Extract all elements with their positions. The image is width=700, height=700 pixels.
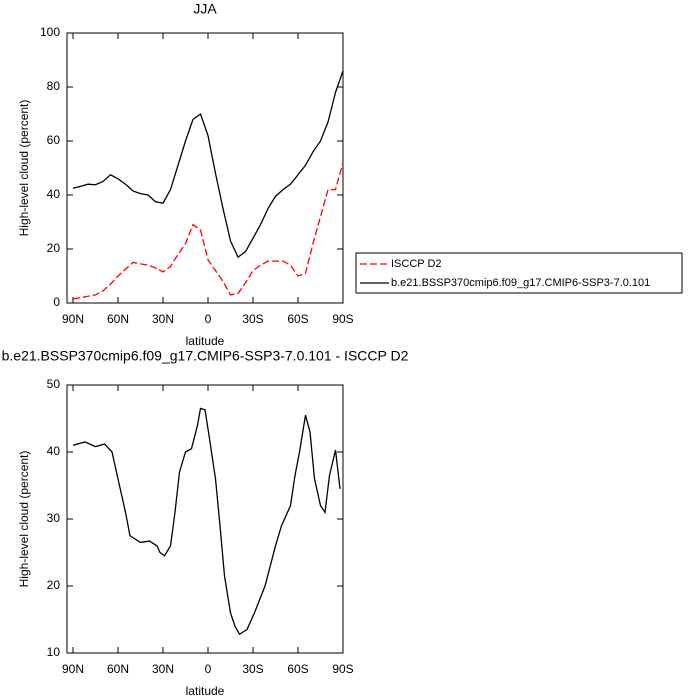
chart-title: JJA bbox=[193, 1, 217, 17]
x-tick-label: 0 bbox=[205, 312, 212, 326]
data-line bbox=[72, 407, 341, 636]
legend-label: b.e21.BSSP370cmip6.f09_g17.CMIP6-SSP3-7.… bbox=[391, 277, 650, 289]
legend-box bbox=[355, 252, 683, 294]
plot-frame bbox=[66, 384, 344, 654]
y-tick-label: 0 bbox=[53, 295, 60, 309]
plot-frame bbox=[66, 32, 344, 304]
x-tick-label: 30N bbox=[152, 312, 174, 326]
x-tick-label: 90N bbox=[62, 662, 84, 676]
x-tick-label: 60S bbox=[287, 662, 308, 676]
x-tick-label: 30N bbox=[152, 662, 174, 676]
chart-title: b.e21.BSSP370cmip6.f09_g17.CMIP6-SSP3-7.… bbox=[2, 348, 409, 364]
x-tick-label: 90S bbox=[332, 662, 353, 676]
x-tick-label: 60S bbox=[287, 312, 308, 326]
x-tick-label: 90N bbox=[62, 312, 84, 326]
y-tick-label: 30 bbox=[47, 511, 61, 525]
x-tick-label: 90S bbox=[332, 312, 353, 326]
x-tick-label: 30S bbox=[242, 312, 263, 326]
y-axis-label: High-level cloud (percent) bbox=[17, 451, 31, 588]
data-line bbox=[72, 162, 344, 300]
x-tick-label: 0 bbox=[205, 662, 212, 676]
y-tick-label: 50 bbox=[47, 377, 61, 391]
y-tick-label: 10 bbox=[47, 645, 61, 659]
x-axis-label: latitude bbox=[186, 684, 225, 698]
y-tick-label: 80 bbox=[47, 79, 61, 93]
data-line bbox=[72, 70, 344, 259]
y-tick-label: 100 bbox=[40, 25, 60, 39]
y-tick-label: 20 bbox=[47, 241, 61, 255]
y-tick-label: 60 bbox=[47, 133, 61, 147]
x-axis-label: latitude bbox=[186, 334, 225, 348]
x-tick-label: 60N bbox=[107, 312, 129, 326]
y-tick-label: 40 bbox=[47, 187, 61, 201]
y-tick-label: 20 bbox=[47, 578, 61, 592]
x-tick-label: 60N bbox=[107, 662, 129, 676]
x-tick-label: 30S bbox=[242, 662, 263, 676]
legend-label: ISCCP D2 bbox=[391, 258, 442, 270]
y-axis-label: High-level cloud (percent) bbox=[17, 100, 31, 237]
y-tick-label: 40 bbox=[47, 444, 61, 458]
